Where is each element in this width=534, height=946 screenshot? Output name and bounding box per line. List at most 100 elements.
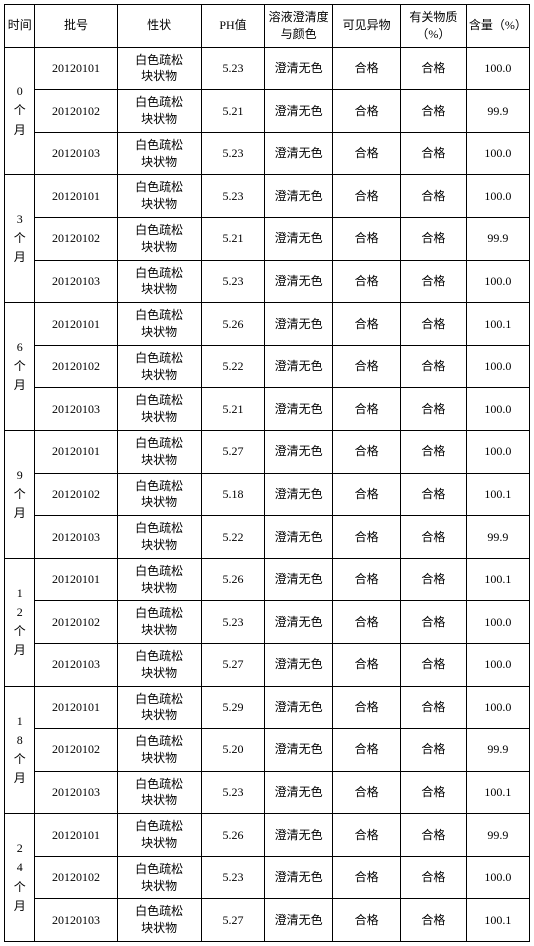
- table-row: 20120102白色疏松块状物5.21澄清无色合格合格99.9: [5, 217, 530, 260]
- foreign-cell: 合格: [333, 643, 401, 686]
- table-row: 12个月20120101白色疏松块状物5.26澄清无色合格合格100.1: [5, 558, 530, 601]
- content-cell: 100.1: [466, 771, 529, 814]
- char-cell: 白色疏松块状物: [117, 771, 201, 814]
- time-cell: 9个月: [5, 430, 35, 558]
- header-row: 时间 批号 性状 PH值 溶液澄清度与颜色 可见异物 有关物质（%） 含量（%）: [5, 5, 530, 48]
- time-cell: 18个月: [5, 686, 35, 814]
- table-row: 20120102白色疏松块状物5.22澄清无色合格合格100.0: [5, 345, 530, 388]
- foreign-cell: 合格: [333, 686, 401, 729]
- foreign-cell: 合格: [333, 558, 401, 601]
- char-cell: 白色疏松块状物: [117, 345, 201, 388]
- char-cell: 白色疏松块状物: [117, 686, 201, 729]
- related-cell: 合格: [401, 729, 467, 772]
- table-row: 20120103白色疏松块状物5.27澄清无色合格合格100.1: [5, 899, 530, 942]
- ph-cell: 5.23: [201, 47, 264, 90]
- table-row: 20120103白色疏松块状物5.23澄清无色合格合格100.1: [5, 771, 530, 814]
- clear-cell: 澄清无色: [265, 217, 333, 260]
- char-cell: 白色疏松块状物: [117, 601, 201, 644]
- clear-cell: 澄清无色: [265, 516, 333, 559]
- ph-cell: 5.29: [201, 686, 264, 729]
- clear-cell: 澄清无色: [265, 686, 333, 729]
- related-cell: 合格: [401, 217, 467, 260]
- foreign-cell: 合格: [333, 90, 401, 133]
- content-cell: 100.0: [466, 643, 529, 686]
- clear-cell: 澄清无色: [265, 643, 333, 686]
- col-clear: 溶液澄清度与颜色: [265, 5, 333, 48]
- table-row: 9个月20120101白色疏松块状物5.27澄清无色合格合格100.0: [5, 430, 530, 473]
- char-cell: 白色疏松块状物: [117, 473, 201, 516]
- content-cell: 100.0: [466, 856, 529, 899]
- ph-cell: 5.23: [201, 132, 264, 175]
- clear-cell: 澄清无色: [265, 175, 333, 218]
- related-cell: 合格: [401, 175, 467, 218]
- col-batch: 批号: [35, 5, 117, 48]
- foreign-cell: 合格: [333, 260, 401, 303]
- char-cell: 白色疏松块状物: [117, 90, 201, 133]
- batch-cell: 20120103: [35, 516, 117, 559]
- foreign-cell: 合格: [333, 729, 401, 772]
- char-cell: 白色疏松块状物: [117, 47, 201, 90]
- content-cell: 100.0: [466, 132, 529, 175]
- ph-cell: 5.18: [201, 473, 264, 516]
- related-cell: 合格: [401, 814, 467, 857]
- related-cell: 合格: [401, 899, 467, 942]
- ph-cell: 5.23: [201, 856, 264, 899]
- related-cell: 合格: [401, 303, 467, 346]
- col-related: 有关物质（%）: [401, 5, 467, 48]
- ph-cell: 5.27: [201, 899, 264, 942]
- related-cell: 合格: [401, 643, 467, 686]
- content-cell: 99.9: [466, 729, 529, 772]
- time-cell: 12个月: [5, 558, 35, 686]
- foreign-cell: 合格: [333, 601, 401, 644]
- col-foreign: 可见异物: [333, 5, 401, 48]
- clear-cell: 澄清无色: [265, 558, 333, 601]
- time-cell: 3个月: [5, 175, 35, 303]
- batch-cell: 20120102: [35, 345, 117, 388]
- col-content: 含量（%）: [466, 5, 529, 48]
- clear-cell: 澄清无色: [265, 345, 333, 388]
- foreign-cell: 合格: [333, 132, 401, 175]
- ph-cell: 5.23: [201, 175, 264, 218]
- char-cell: 白色疏松块状物: [117, 899, 201, 942]
- foreign-cell: 合格: [333, 516, 401, 559]
- related-cell: 合格: [401, 47, 467, 90]
- batch-cell: 20120101: [35, 814, 117, 857]
- col-time: 时间: [5, 5, 35, 48]
- clear-cell: 澄清无色: [265, 771, 333, 814]
- related-cell: 合格: [401, 771, 467, 814]
- clear-cell: 澄清无色: [265, 601, 333, 644]
- content-cell: 100.0: [466, 175, 529, 218]
- related-cell: 合格: [401, 345, 467, 388]
- clear-cell: 澄清无色: [265, 430, 333, 473]
- table-row: 20120103白色疏松块状物5.23澄清无色合格合格100.0: [5, 132, 530, 175]
- table-row: 20120102白色疏松块状物5.21澄清无色合格合格99.9: [5, 90, 530, 133]
- related-cell: 合格: [401, 132, 467, 175]
- related-cell: 合格: [401, 90, 467, 133]
- table-row: 24个月20120101白色疏松块状物5.26澄清无色合格合格99.9: [5, 814, 530, 857]
- content-cell: 100.0: [466, 686, 529, 729]
- foreign-cell: 合格: [333, 47, 401, 90]
- content-cell: 100.0: [466, 430, 529, 473]
- content-cell: 99.9: [466, 516, 529, 559]
- batch-cell: 20120102: [35, 90, 117, 133]
- table-row: 18个月20120101白色疏松块状物5.29澄清无色合格合格100.0: [5, 686, 530, 729]
- ph-cell: 5.23: [201, 771, 264, 814]
- time-cell: 24个月: [5, 814, 35, 942]
- char-cell: 白色疏松块状物: [117, 388, 201, 431]
- foreign-cell: 合格: [333, 175, 401, 218]
- ph-cell: 5.26: [201, 303, 264, 346]
- table-row: 0个月20120101白色疏松块状物5.23澄清无色合格合格100.0: [5, 47, 530, 90]
- clear-cell: 澄清无色: [265, 388, 333, 431]
- table-body: 0个月20120101白色疏松块状物5.23澄清无色合格合格100.020120…: [5, 47, 530, 941]
- content-cell: 100.0: [466, 345, 529, 388]
- content-cell: 99.9: [466, 217, 529, 260]
- char-cell: 白色疏松块状物: [117, 430, 201, 473]
- col-char: 性状: [117, 5, 201, 48]
- batch-cell: 20120102: [35, 217, 117, 260]
- foreign-cell: 合格: [333, 771, 401, 814]
- ph-cell: 5.20: [201, 729, 264, 772]
- clear-cell: 澄清无色: [265, 303, 333, 346]
- table-row: 20120102白色疏松块状物5.18澄清无色合格合格100.1: [5, 473, 530, 516]
- table-row: 20120103白色疏松块状物5.22澄清无色合格合格99.9: [5, 516, 530, 559]
- time-cell: 6个月: [5, 303, 35, 431]
